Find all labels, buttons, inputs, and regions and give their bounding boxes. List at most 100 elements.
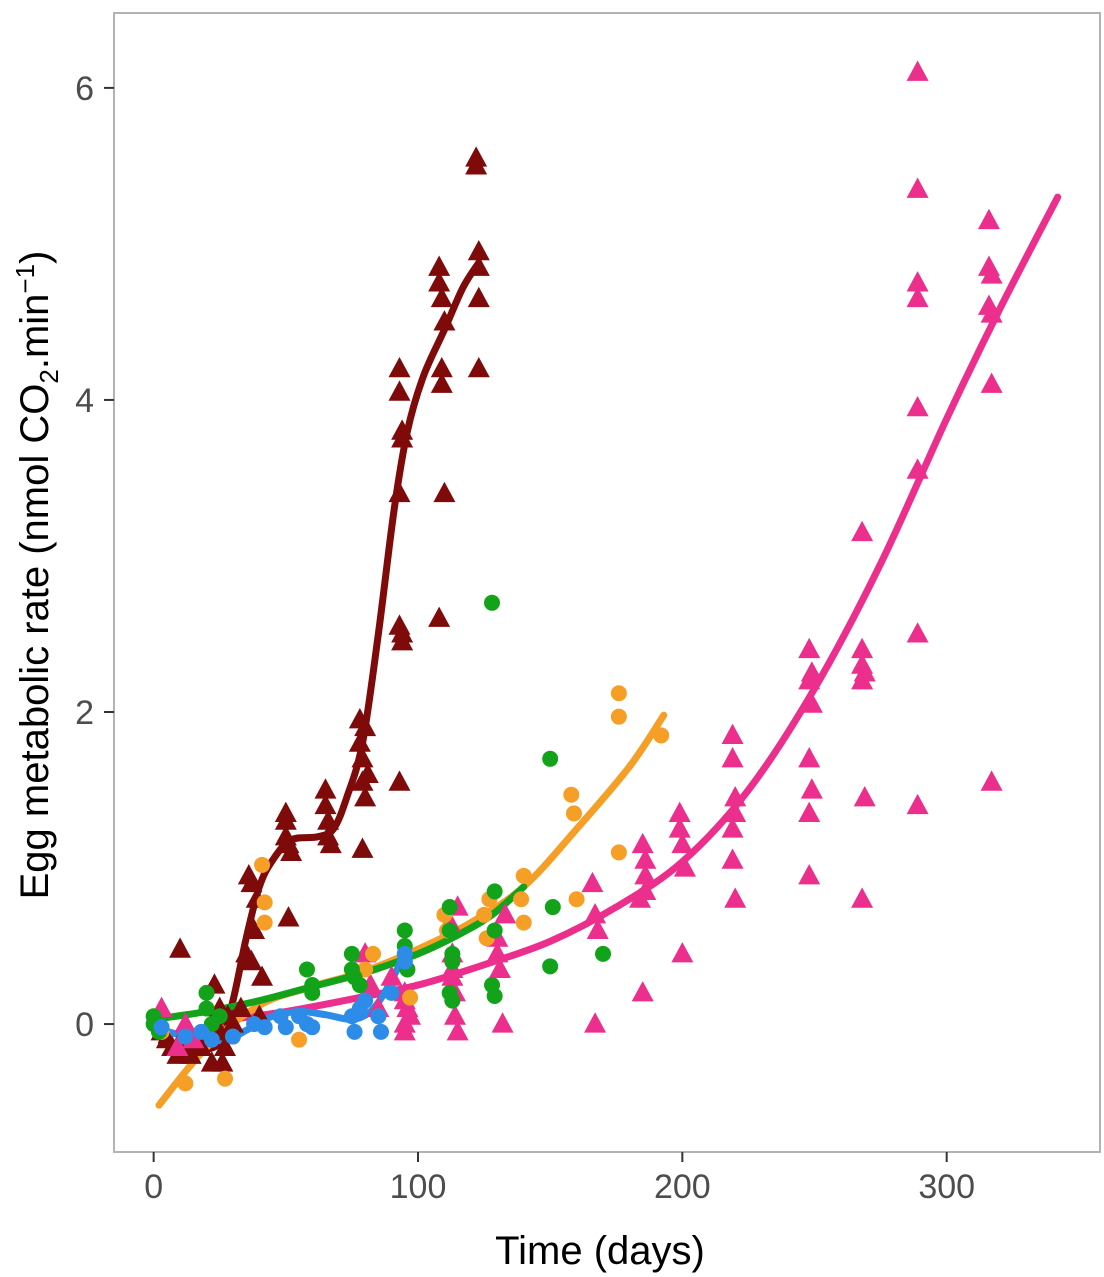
- series-0-point: [354, 715, 377, 737]
- y-axis-title-subscript: 2: [34, 369, 64, 383]
- series-3-point: [441, 899, 458, 916]
- series-3-point: [351, 977, 368, 994]
- series-0-point: [274, 809, 297, 830]
- series-1-point: [798, 864, 821, 885]
- series-4-point: [370, 1008, 387, 1025]
- series-1-point: [174, 1012, 197, 1033]
- series-2-point: [476, 906, 493, 923]
- series-1-point: [851, 887, 874, 908]
- series-1-point: [393, 1020, 416, 1041]
- series-0-point: [314, 793, 337, 815]
- series-2-point: [402, 989, 419, 1006]
- series-0-point: [467, 286, 490, 308]
- series-0-point: [467, 356, 490, 378]
- series-2-point: [177, 1075, 194, 1092]
- series-4-point: [372, 1023, 389, 1040]
- series-3-point: [542, 750, 559, 767]
- series-1-point: [906, 286, 929, 308]
- series-1-point: [980, 770, 1003, 791]
- series-0-point: [465, 154, 488, 175]
- series-1-point: [380, 965, 403, 986]
- series-2-point: [515, 914, 532, 931]
- series-0-point: [467, 255, 490, 276]
- series-0-point: [179, 1043, 202, 1064]
- series-3-point: [198, 984, 215, 1001]
- series-3-point: [343, 945, 360, 962]
- series-2-point: [610, 844, 627, 861]
- series-0-point: [229, 996, 252, 1018]
- series-1-point: [906, 458, 929, 479]
- series-0-point: [428, 255, 451, 276]
- x-tick-label: 300: [918, 1168, 975, 1206]
- series-1-point: [906, 271, 929, 292]
- series-4-point: [396, 945, 413, 962]
- series-2-point: [217, 1070, 234, 1087]
- series-1-point: [486, 942, 509, 963]
- series-1-point: [977, 208, 1000, 230]
- series-3-point: [396, 922, 413, 939]
- series-0-point: [221, 1012, 244, 1033]
- series-1-point: [980, 263, 1003, 284]
- series-1-point: [798, 669, 821, 690]
- series-4-point: [383, 984, 400, 1001]
- x-tick-label: 100: [390, 1168, 447, 1206]
- series-1-point: [798, 747, 821, 768]
- series-2-point: [610, 708, 627, 725]
- series-0-point: [351, 747, 374, 768]
- series-0-point: [314, 778, 337, 799]
- series-1-point: [668, 817, 691, 838]
- series-1-point: [851, 520, 874, 542]
- y-axis-title-middle: .min: [13, 294, 57, 370]
- series-1-point: [853, 786, 876, 807]
- series-4-point: [153, 1019, 170, 1036]
- series-0-point: [317, 809, 340, 830]
- series-0-point: [388, 614, 411, 635]
- series-1-point: [798, 637, 821, 659]
- series-1-point: [166, 1035, 189, 1057]
- series-3-point: [441, 922, 458, 939]
- series-2-point: [610, 685, 627, 702]
- series-0-point: [388, 356, 411, 378]
- series-3-point: [484, 594, 501, 611]
- series-1-point: [586, 918, 609, 939]
- series-3-point: [444, 953, 461, 970]
- series-1-point: [444, 1004, 467, 1025]
- series-1-point: [673, 856, 696, 877]
- series-3-point: [542, 958, 559, 975]
- y-tick-label: 6: [75, 70, 94, 108]
- series-1-point: [906, 622, 929, 643]
- data-points: [145, 60, 1003, 1092]
- series-2-point: [513, 891, 530, 908]
- series-4-point: [177, 1028, 194, 1045]
- series-1-point: [980, 302, 1003, 323]
- series-0-point: [280, 840, 303, 861]
- series-1-point: [851, 669, 874, 690]
- series-3-point: [595, 945, 612, 962]
- series-3-point: [486, 922, 503, 939]
- series-2-point: [653, 727, 670, 744]
- series-2-point: [515, 867, 532, 884]
- series-0-point: [169, 937, 192, 958]
- series-0-point: [430, 356, 453, 378]
- series-1-point: [851, 637, 874, 659]
- series-1-point: [980, 372, 1003, 393]
- series-0-point: [240, 949, 263, 971]
- series-1-point: [584, 1012, 607, 1033]
- series-0-point: [433, 310, 456, 331]
- series-2-point: [256, 914, 273, 931]
- series-0-point: [430, 372, 453, 393]
- series-0-point: [354, 786, 377, 807]
- series-4-point: [304, 1019, 321, 1036]
- series-4-point: [357, 992, 374, 1009]
- series-2-point: [563, 786, 580, 803]
- y-tick-label: 0: [75, 1006, 94, 1044]
- series-1-point: [399, 1004, 422, 1025]
- y-axis: 0 2 4 6: [75, 70, 114, 1044]
- x-tick-label: 0: [144, 1168, 163, 1206]
- y-axis-title-superscript: −1: [10, 264, 40, 294]
- series-0-point: [388, 380, 411, 401]
- series-4-point: [203, 1031, 220, 1048]
- series-0-point: [391, 630, 414, 651]
- series-1-point: [629, 887, 652, 908]
